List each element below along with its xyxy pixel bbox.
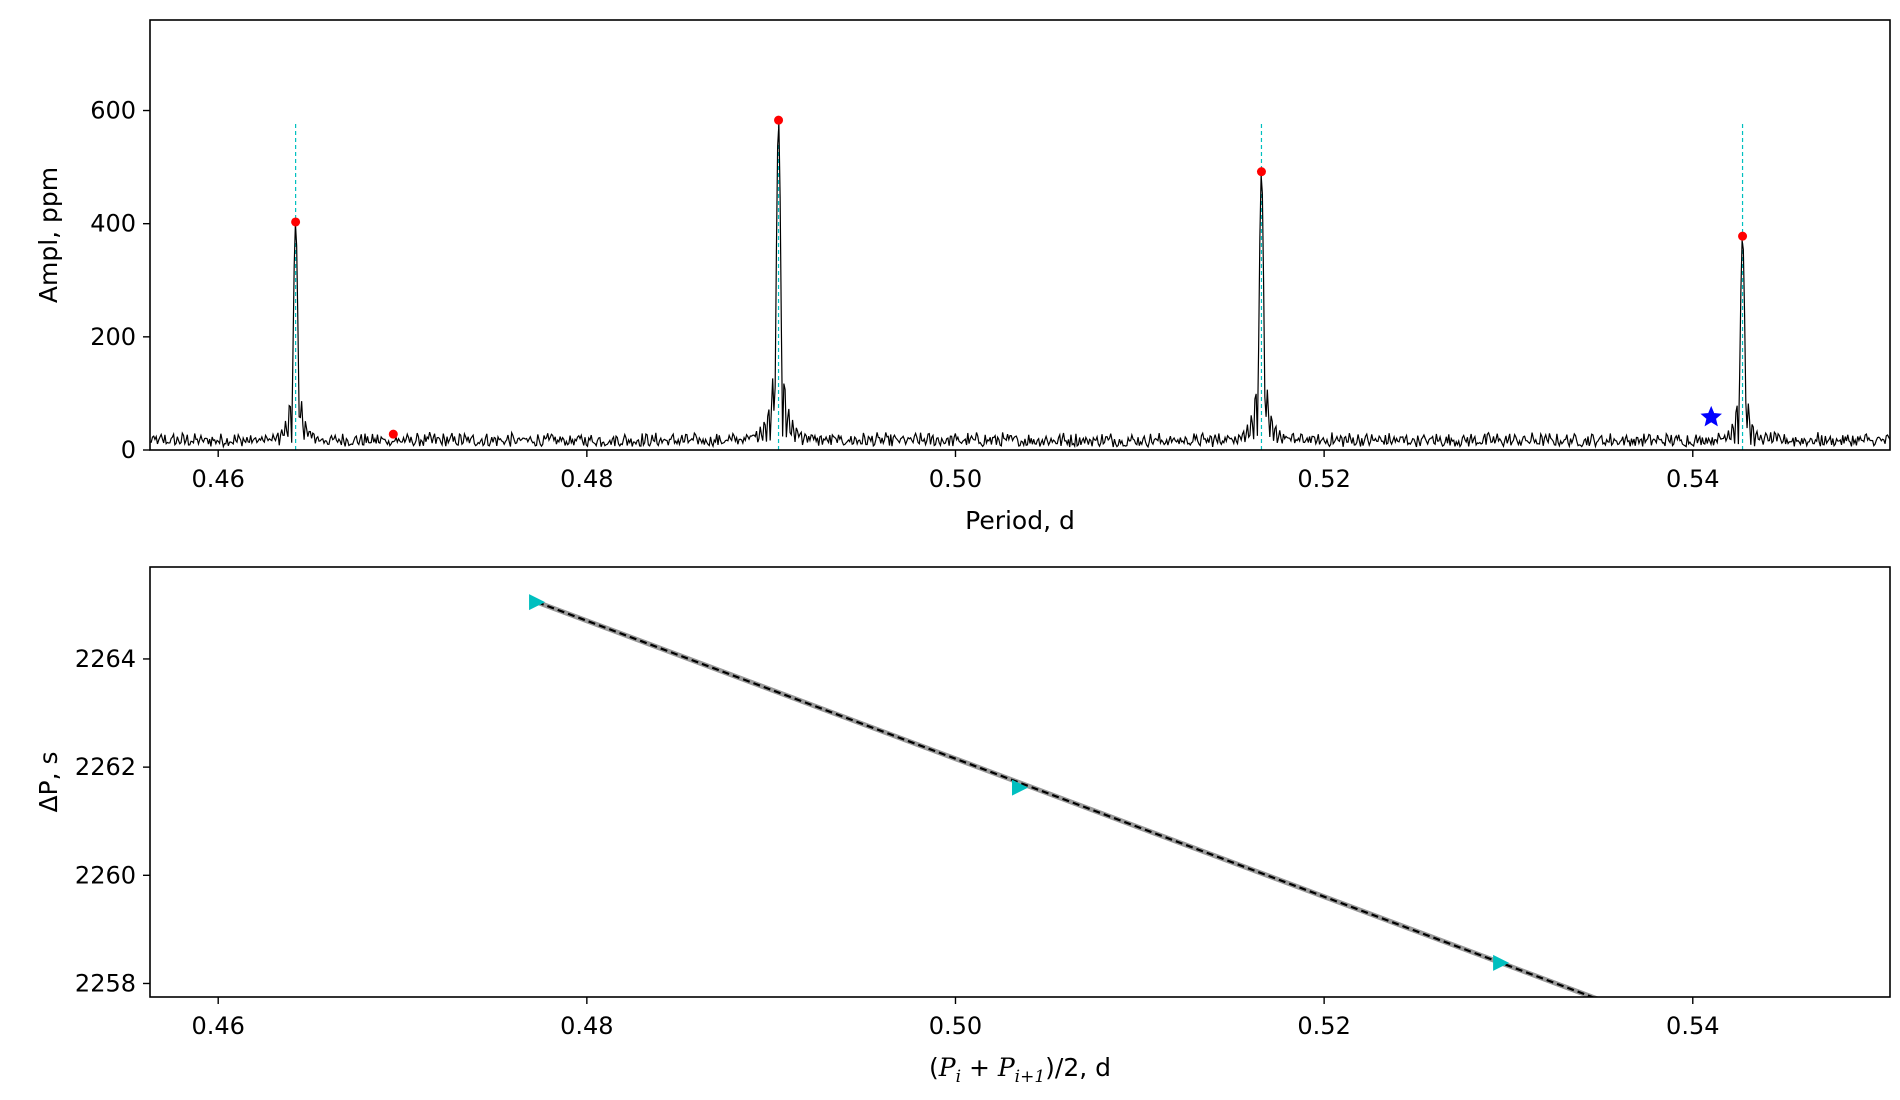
x-tick-label: 0.54 (1666, 465, 1719, 493)
period-spacing-panel: 0.46 0.48 0.50 0.52 0.54 2258 2260 2262 2264 (P… (34, 566, 1891, 1087)
x-tick-label: 0.54 (1666, 1012, 1719, 1040)
periodogram-x-ticks: 0.46 0.48 0.50 0.52 0.54 (191, 450, 1719, 493)
amplitude-spectrum-line (150, 124, 1890, 449)
peak-marker (388, 429, 398, 439)
y-tick-label: 2264 (75, 645, 136, 673)
period-spacing-point (1012, 779, 1028, 796)
y-tick-label: 2258 (75, 969, 136, 997)
y-tick-label: 600 (90, 97, 136, 125)
y-tick-label: 400 (90, 210, 136, 238)
peak-marker (1738, 231, 1748, 241)
x-tick-label: 0.52 (1297, 465, 1350, 493)
periodogram-panel: 0.46 0.48 0.50 0.52 0.54 0 200 400 600 Period, … (34, 19, 1891, 535)
x-tick-label: 0.46 (191, 465, 244, 493)
peak-marker (291, 217, 301, 227)
periodogram-y-axis-label: Ampl, ppm (34, 167, 63, 303)
fit-line-halo (536, 599, 1600, 997)
period-spacing-y-axis-label: ΔP, s (34, 751, 63, 812)
period-spacing-point (1493, 954, 1510, 971)
periodogram-x-axis-label: Period, d (965, 506, 1075, 535)
candidate-star-marker (1700, 405, 1722, 427)
x-tick-label: 0.48 (560, 465, 613, 493)
y-tick-label: 0 (121, 436, 136, 464)
period-spacing-y-ticks: 2258 2260 2262 2264 (75, 645, 150, 997)
period-spacing-plot-area (529, 594, 1600, 997)
x-tick-label: 0.50 (929, 1012, 982, 1040)
periodogram-y-ticks: 0 200 400 600 (90, 97, 150, 464)
x-tick-label: 0.52 (1297, 1012, 1350, 1040)
peak-marker (1256, 167, 1266, 177)
y-tick-label: 200 (90, 323, 136, 351)
x-tick-label: 0.50 (929, 465, 982, 493)
period-spacing-x-ticks: 0.46 0.48 0.50 0.52 0.54 (191, 997, 1719, 1040)
period-spacing-x-axis-label: (Pi + Pi+1)/2, d (929, 1053, 1111, 1087)
period-spacing-point (529, 594, 546, 611)
y-tick-label: 2262 (75, 753, 136, 781)
period-spacing-frame (149, 566, 1891, 998)
y-tick-label: 2260 (75, 861, 136, 889)
periodogram-frame (149, 19, 1891, 451)
periodogram-plot-area (150, 115, 1890, 450)
x-tick-label: 0.48 (560, 1012, 613, 1040)
x-tick-label: 0.46 (191, 1012, 244, 1040)
peak-marker (774, 115, 784, 125)
